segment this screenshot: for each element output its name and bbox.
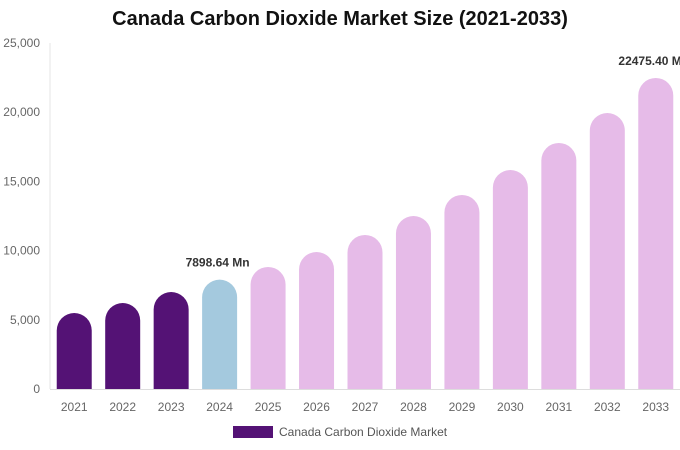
legend-swatch — [233, 426, 273, 438]
y-tick-label: 15,000 — [3, 174, 40, 188]
bar-2025 — [250, 266, 286, 389]
x-tick-label: 2025 — [255, 400, 282, 414]
x-tick-label: 2033 — [642, 400, 669, 414]
bar-2026 — [299, 251, 335, 389]
x-tick-label: 2028 — [400, 400, 427, 414]
x-tick-label: 2026 — [303, 400, 330, 414]
bar-2028 — [395, 216, 431, 389]
legend: Canada Carbon Dioxide Market — [233, 425, 447, 439]
y-tick-label: 5,000 — [10, 313, 40, 327]
bar-2022 — [105, 303, 141, 389]
data-label: 22475.40 Mn — [618, 54, 680, 68]
bar-2029 — [444, 194, 480, 389]
bar-2021 — [56, 313, 92, 389]
x-tick-label: 2022 — [109, 400, 136, 414]
x-tick-label: 2032 — [594, 400, 621, 414]
x-tick-label: 2030 — [497, 400, 524, 414]
x-tick-label: 2021 — [61, 400, 88, 414]
legend-label: Canada Carbon Dioxide Market — [279, 425, 448, 439]
bar-2027 — [347, 234, 383, 389]
bar-2033 — [638, 77, 674, 389]
data-label: 7898.64 Mn — [186, 256, 250, 270]
y-tick-label: 20,000 — [3, 105, 40, 119]
y-tick-label: 0 — [33, 382, 40, 396]
bar-2030 — [492, 170, 528, 389]
y-tick-label: 10,000 — [3, 244, 40, 258]
chart-title: Canada Carbon Dioxide Market Size (2021-… — [112, 8, 568, 30]
bar-2023 — [153, 291, 189, 389]
x-tick-label: 2031 — [545, 400, 572, 414]
bar-2031 — [541, 142, 577, 389]
x-tick-label: 2027 — [352, 400, 379, 414]
x-tick-label: 2023 — [158, 400, 185, 414]
x-tick-label: 2029 — [449, 400, 476, 414]
y-tick-label: 25,000 — [3, 36, 40, 50]
bar-2024 — [202, 279, 238, 389]
x-tick-label: 2024 — [206, 400, 233, 414]
bar-2032 — [589, 113, 625, 389]
